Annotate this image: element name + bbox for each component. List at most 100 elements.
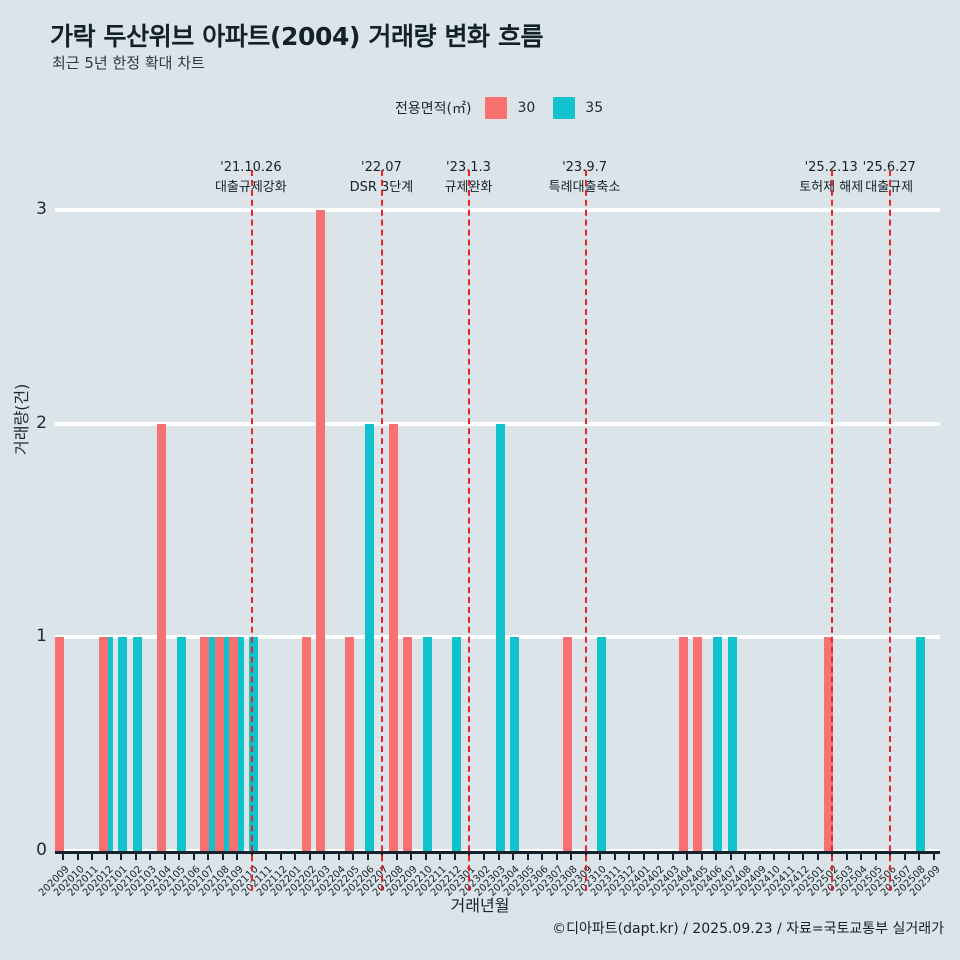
bar-35-202102[interactable] [132,637,142,851]
x-axis-title: 거래년월 [450,896,510,915]
x-tick [366,851,369,860]
x-tick [642,851,645,860]
x-tick [410,851,413,860]
bar-35-202304[interactable] [510,637,520,851]
bar-35-202212[interactable] [452,637,462,851]
x-tick [729,851,732,860]
bar-30-202012[interactable] [98,637,108,851]
bar-35-202210[interactable] [423,637,433,851]
x-tick [599,851,602,860]
bar-35-202303[interactable] [495,423,505,851]
x-tick [671,851,674,860]
bar-30-202104[interactable] [156,423,166,851]
bar-35-202012[interactable] [103,637,113,851]
bar-30-202202[interactable] [301,637,311,851]
bar-35-202110[interactable] [249,637,259,851]
y-tick-label: 3 [36,199,47,219]
legend-item-30[interactable]: 30 [485,97,535,119]
x-tick [236,851,239,860]
bar-35-202109[interactable] [234,637,244,851]
x-tick [903,851,906,860]
bar-35-202101[interactable] [118,637,128,851]
x-tick [758,851,761,860]
x-tick [773,851,776,860]
bar-30-202203[interactable] [316,210,326,851]
x-tick [221,851,224,860]
x-tick [845,851,848,860]
x-tick [323,851,326,860]
x-tick [120,851,123,860]
x-tick [352,851,355,860]
bar-30-202009[interactable] [55,637,65,851]
bar-35-202406[interactable] [713,637,723,851]
x-tick [657,851,660,860]
bar-35-202310[interactable] [597,637,607,851]
x-tick [279,851,282,860]
bar-35-202206[interactable] [365,423,375,851]
event-annotation-202309: '23.9.7 특례대출축소 [515,158,655,198]
plot-area: 0 1 2 3 [36,170,940,891]
x-tick [62,851,65,860]
x-tick [308,851,311,860]
x-tick [91,851,94,860]
bar-35-202407[interactable] [727,637,737,851]
x-tick [787,851,790,860]
x-tick [526,851,529,860]
bar-30-202107[interactable] [200,637,210,851]
event-text: 대출규제강화 [214,180,287,195]
bar-30-202205[interactable] [345,637,355,851]
x-tick [76,851,79,860]
bar-35-202107[interactable] [205,637,215,851]
x-tick [874,851,877,860]
x-tick [453,851,456,860]
bar-30-202405[interactable] [693,637,703,851]
event-date: '25.6.27 [862,160,916,175]
x-tick [149,851,152,860]
x-tick [178,851,181,860]
page-subtitle: 최근 5년 한정 확대 차트 [52,54,205,72]
x-tick [932,851,935,860]
legend-title: 전용면적(㎡) [395,101,472,117]
bar-35-202105[interactable] [176,637,186,851]
x-tick [570,851,573,860]
x-tick [265,851,268,860]
bar-30-202404[interactable] [678,637,688,851]
x-tick [860,851,863,860]
bar-35-202108[interactable] [220,637,230,851]
x-tick [744,851,747,860]
bar-30-202208[interactable] [388,423,398,851]
bar-30-202209[interactable] [403,637,413,851]
event-date: '21.10.26 [220,160,282,175]
legend-item-label: 35 [585,100,604,116]
event-date: '23.9.7 [562,160,608,175]
bar-30-202502[interactable] [823,637,833,851]
y-tick-label: 1 [36,626,47,647]
x-tick [686,851,689,860]
gridline [55,421,940,426]
x-tick [482,851,485,860]
y-tick-label: 2 [36,412,47,433]
x-tick [541,851,544,860]
event-line-202506 [889,170,892,891]
bar-30-202308[interactable] [562,637,572,851]
x-tick [395,851,398,860]
bar-35-202508[interactable] [916,637,926,851]
gridline [55,208,940,212]
x-tick [207,851,210,860]
x-tick [700,851,703,860]
x-tick [497,851,500,860]
event-line-202207 [381,170,384,891]
footer-credit: ©디아파트(dapt.kr) / 2025.09.23 / 자료=국토교통부 실… [552,921,944,937]
event-date: '25.2.13 [804,160,858,175]
y-axis-title: 거래량(건) [12,383,31,455]
legend-swatch-icon [485,97,508,119]
event-date: '22.07 [361,160,402,175]
x-tick [715,851,718,860]
legend-item-35[interactable]: 35 [553,97,603,119]
bar-30-202109[interactable] [229,637,239,851]
bar-30-202108[interactable] [214,637,224,851]
x-tick [439,851,442,860]
event-date: '23.1.3 [446,160,491,175]
y-tick-label: 0 [36,840,47,860]
